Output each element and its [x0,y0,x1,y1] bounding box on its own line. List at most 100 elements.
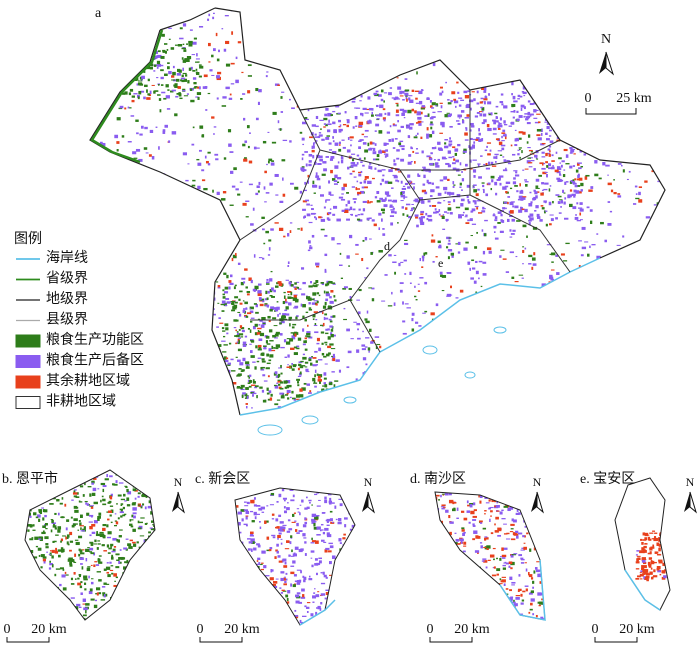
land-patch [281,578,284,581]
land-patch [257,327,262,330]
land-patch [61,497,64,500]
land-patch [581,246,587,250]
land-patch [358,208,361,211]
land-patch [251,520,255,523]
land-patch [329,343,334,346]
land-patch [269,547,273,550]
land-patch [517,153,520,156]
land-patch [330,290,334,293]
land-patch [389,125,392,128]
land-patch [338,22,343,26]
land-patch [149,527,153,529]
land-patch [136,262,142,266]
land-patch [659,247,663,250]
land-patch [570,149,575,153]
land-patch [70,560,75,562]
land-patch [110,493,113,497]
land-patch [329,510,333,513]
land-patch [616,244,621,246]
land-patch [113,546,117,548]
land-patch [149,602,154,604]
land-patch [134,614,138,616]
land-patch [68,613,71,617]
land-patch [363,416,366,418]
land-patch [308,160,312,163]
land-patch [424,310,428,313]
land-patch [575,169,579,173]
land-patch [345,489,349,491]
land-patch [314,90,317,92]
land-patch [635,193,638,195]
land-patch [537,402,541,404]
land-patch [224,304,228,307]
land-patch [49,550,52,552]
land-patch [554,169,559,173]
land-patch [83,607,88,611]
land-patch [323,123,327,125]
land-patch [264,601,270,603]
land-patch [266,392,270,395]
land-patch [66,519,70,522]
land-patch [109,514,112,517]
land-patch [622,235,625,238]
land-patch [217,302,220,304]
land-patch [321,311,324,315]
land-patch [350,162,355,164]
legend-title: 图例 [14,231,42,247]
land-patch [613,329,617,332]
land-patch [238,313,242,317]
land-patch [559,376,563,379]
land-patch [50,582,52,584]
land-patch [257,101,260,106]
land-patch [207,42,211,47]
land-patch [612,259,616,261]
land-patch [346,192,349,194]
land-patch [471,300,474,304]
land-patch [181,74,184,78]
land-patch [238,337,241,339]
land-patch [337,112,341,114]
land-patch [481,210,486,213]
land-patch [263,584,265,588]
land-patch [585,314,589,318]
land-patch [528,203,533,207]
land-patch [661,210,665,213]
land-patch [69,564,73,567]
land-patch [368,350,370,353]
land-patch [548,188,551,192]
land-patch [528,254,533,258]
land-patch [330,381,333,384]
land-patch [655,300,659,304]
land-patch [138,487,143,490]
land-patch [505,167,507,171]
land-patch [288,281,292,285]
land-patch [144,46,147,49]
land-patch [640,321,645,324]
land-patch [579,191,582,194]
land-patch [565,123,570,127]
land-patch [544,182,549,185]
land-patch [93,477,97,480]
land-patch [74,539,79,541]
land-patch [276,526,280,529]
land-patch [150,600,154,603]
land-patch [247,548,251,551]
land-patch [116,606,120,609]
land-patch [240,327,245,330]
land-patch [512,66,517,69]
land-patch [350,587,354,590]
land-patch [326,524,330,526]
land-patch [320,572,323,574]
land-patch [51,549,55,553]
land-patch [43,560,46,564]
land-patch [131,503,136,506]
land-patch [195,293,199,297]
land-patch [128,607,131,610]
land-patch [306,602,311,604]
land-patch [434,208,437,211]
land-patch [57,549,62,552]
land-patch [212,419,216,422]
land-patch [154,584,155,587]
land-patch [270,306,275,310]
land-patch [364,55,368,59]
